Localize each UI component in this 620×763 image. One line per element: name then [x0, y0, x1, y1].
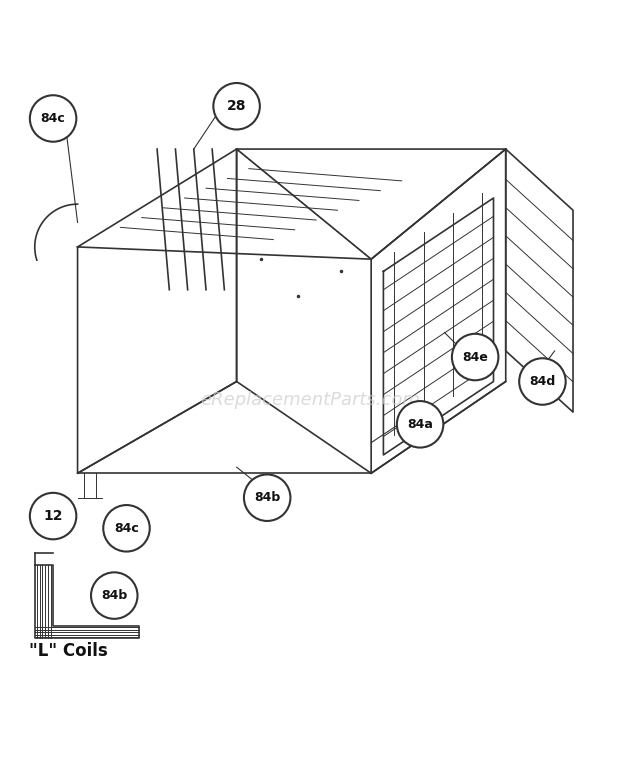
Text: 28: 28	[227, 99, 246, 113]
Text: 84c: 84c	[114, 522, 139, 535]
Circle shape	[397, 401, 443, 448]
Circle shape	[213, 83, 260, 130]
Circle shape	[452, 333, 498, 380]
Text: 84b: 84b	[101, 589, 127, 602]
Text: eReplacementParts.com: eReplacementParts.com	[200, 391, 420, 409]
Text: 84c: 84c	[41, 112, 66, 125]
Circle shape	[30, 95, 76, 142]
Text: 84e: 84e	[463, 350, 488, 363]
Circle shape	[519, 359, 565, 404]
Circle shape	[104, 505, 150, 552]
Text: 84b: 84b	[254, 491, 280, 504]
Text: 12: 12	[43, 509, 63, 523]
Circle shape	[244, 475, 290, 521]
Text: "L" Coils: "L" Coils	[29, 642, 107, 660]
Circle shape	[30, 493, 76, 539]
Text: 84a: 84a	[407, 418, 433, 431]
Circle shape	[91, 572, 138, 619]
Text: 84d: 84d	[529, 375, 556, 388]
